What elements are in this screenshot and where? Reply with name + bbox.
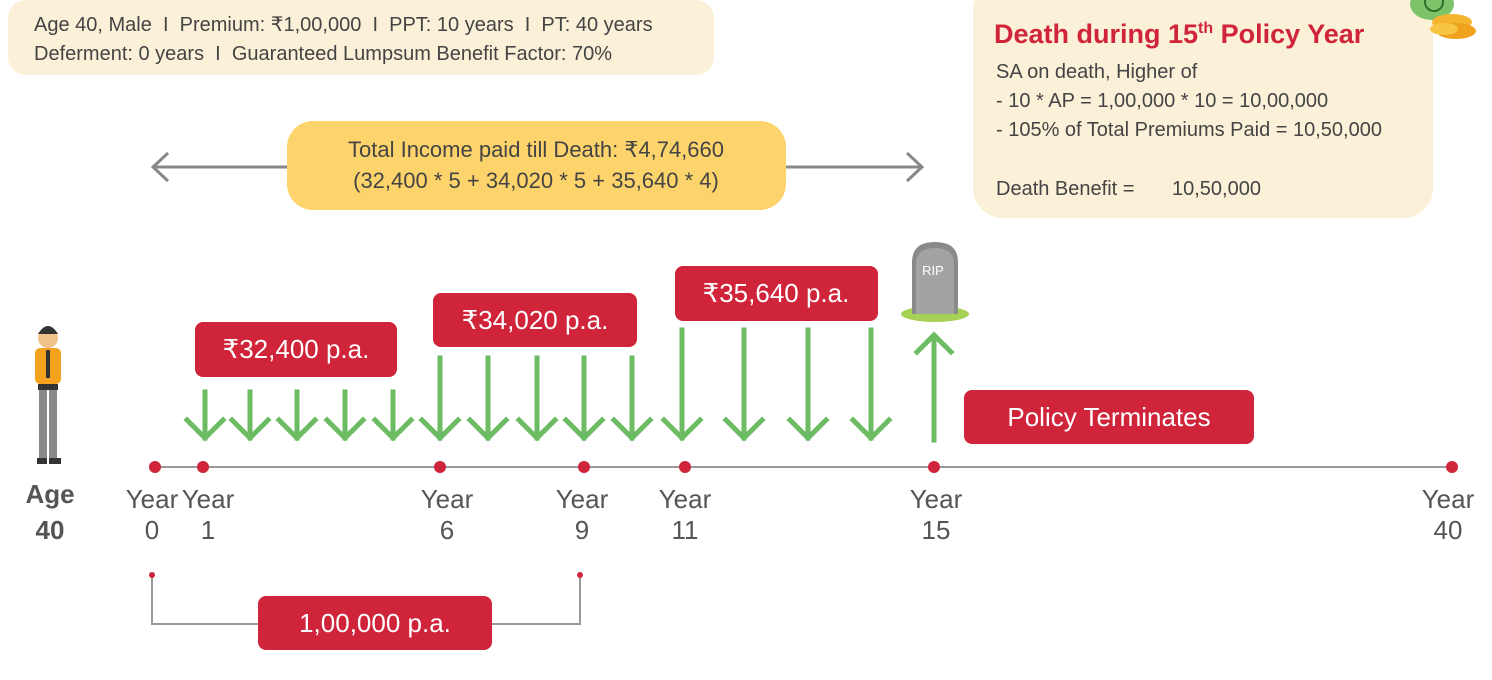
income-label: ₹34,020 p.a. — [462, 305, 609, 335]
death-title-text: Policy Year — [1213, 19, 1365, 49]
year-value: 11 — [672, 515, 699, 545]
down-arrow — [279, 392, 315, 438]
premium-label: 1,00,000 p.a. — [299, 608, 451, 638]
timeline-dot — [1446, 461, 1458, 473]
timeline-dot — [434, 461, 446, 473]
terminates-label: Policy Terminates — [1007, 402, 1210, 432]
year-value: 15 — [922, 515, 951, 545]
down-arrow — [232, 392, 268, 438]
down-arrow — [614, 358, 650, 438]
down-arrow — [187, 392, 223, 438]
bracket — [152, 575, 258, 624]
person-icon — [35, 326, 61, 464]
down-arrow — [327, 392, 363, 438]
age-value: 40 — [36, 515, 65, 545]
year-value: 9 — [575, 515, 589, 545]
down-arrow — [726, 330, 762, 438]
summary-line: (32,400 * 5 + 34,020 * 5 + 35,640 * 4) — [353, 168, 719, 193]
year-value: 1 — [201, 515, 215, 545]
year-value: 6 — [440, 515, 454, 545]
death-title: Death during 15th Policy Year — [994, 19, 1365, 49]
page: Age 40, Male I Premium: ₹1,00,000 I PPT:… — [0, 0, 1492, 680]
age-label: Age — [25, 479, 74, 509]
summary-line: Total Income paid till Death: ₹4,74,660 — [348, 137, 724, 162]
death-line: - 105% of Total Premiums Paid = 10,50,00… — [996, 119, 1382, 141]
down-arrow — [375, 392, 411, 438]
benefit-label: Death Benefit = — [996, 178, 1134, 200]
year-label: Year — [556, 484, 609, 514]
header-line: Age 40, Male I Premium: ₹1,00,000 I PPT:… — [34, 14, 653, 36]
bracket-dot — [577, 572, 583, 578]
death-line: SA on death, Higher of — [996, 61, 1198, 83]
timeline-dot — [679, 461, 691, 473]
tombstone-icon: RIP — [901, 242, 969, 322]
year-label: Year — [1422, 484, 1475, 514]
benefit-value: 10,50,000 — [1172, 178, 1261, 200]
year-label: Year — [126, 484, 179, 514]
income-label: ₹35,640 p.a. — [703, 278, 850, 308]
down-arrow — [853, 330, 889, 438]
year-value: 40 — [1434, 515, 1463, 545]
year-label: Year — [421, 484, 474, 514]
death-line: - 10 * AP = 1,00,000 * 10 = 10,00,000 — [996, 90, 1328, 112]
bracket-dot — [149, 572, 155, 578]
bracket — [492, 575, 580, 624]
timeline-dot — [928, 461, 940, 473]
down-arrow — [470, 358, 506, 438]
down-arrow — [422, 358, 458, 438]
down-arrow — [519, 358, 555, 438]
timeline-dot — [578, 461, 590, 473]
income-label: ₹32,400 p.a. — [223, 334, 370, 364]
summary-box — [287, 121, 786, 210]
down-arrow — [790, 330, 826, 438]
year-value: 0 — [145, 515, 159, 545]
down-arrow — [664, 330, 700, 438]
up-arrow — [917, 335, 951, 440]
year-label: Year — [659, 484, 712, 514]
infographic: Age 40, Male I Premium: ₹1,00,000 I PPT:… — [0, 0, 1492, 680]
year-label: Year — [182, 484, 235, 514]
death-title-text: Death during 15 — [994, 19, 1198, 49]
header-line: Deferment: 0 years I Guaranteed Lumpsum … — [34, 43, 612, 65]
down-arrow — [566, 358, 602, 438]
timeline-dot — [149, 461, 161, 473]
death-title-sup: th — [1198, 20, 1213, 37]
rip-text: RIP — [922, 263, 944, 278]
year-label: Year — [910, 484, 963, 514]
timeline-dot — [197, 461, 209, 473]
